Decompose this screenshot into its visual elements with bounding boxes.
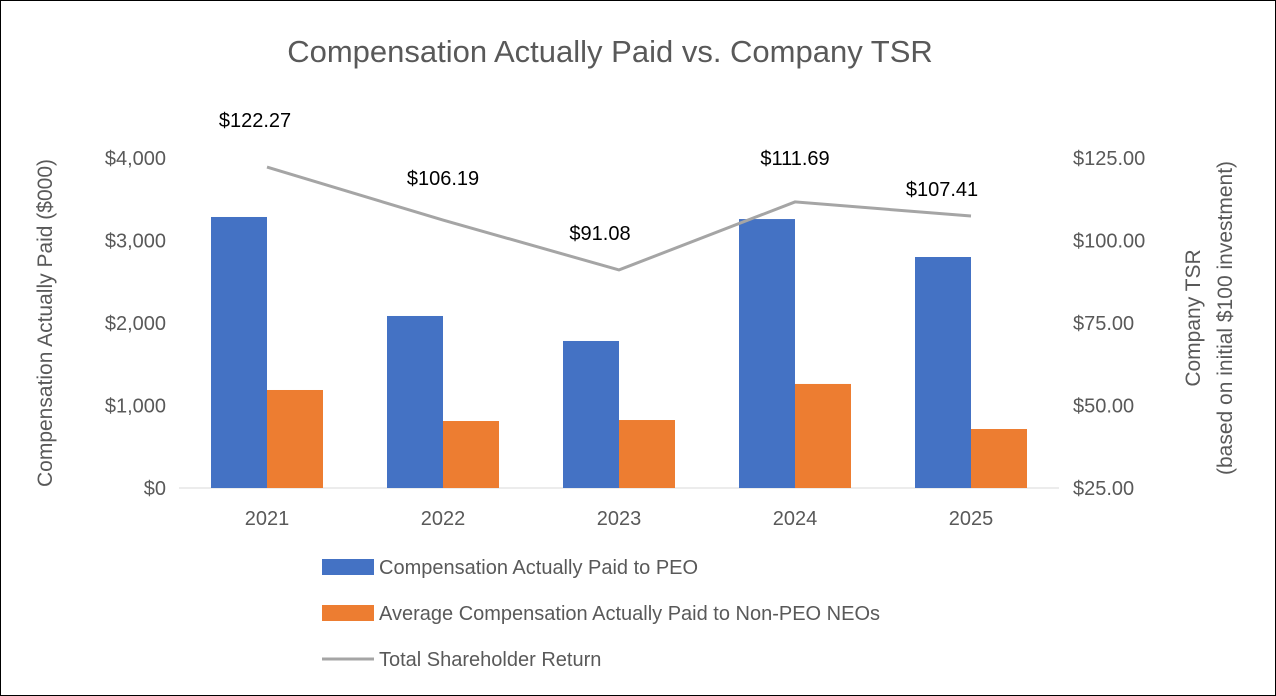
bar-peo-2025 (915, 257, 971, 488)
y2-axis-label-line1: Company TSR (1182, 249, 1205, 386)
x-tick-label: 2024 (773, 508, 818, 530)
bar-non-peo-neo-2022 (443, 421, 499, 488)
tsr-data-label: $107.41 (906, 179, 978, 201)
tsr-data-label: $111.69 (760, 148, 829, 170)
y2-tick-label: $25.00 (1073, 478, 1134, 500)
chart-title: Compensation Actually Paid vs. Company T… (287, 34, 933, 69)
y2-tick-label: $125.00 (1073, 148, 1145, 170)
tsr-data-label: $106.19 (407, 168, 479, 190)
y-tick-label: $4,000 (105, 148, 166, 170)
legend-label: Compensation Actually Paid to PEO (379, 557, 698, 579)
y2-tick-label: $100.00 (1073, 231, 1145, 253)
bar-non-peo-neo-2023 (619, 420, 675, 488)
y2-tick-label: $75.00 (1073, 313, 1134, 335)
x-tick-label: 2021 (245, 508, 290, 530)
y2-tick-label: $50.00 (1073, 396, 1134, 418)
legend-swatch (322, 559, 374, 575)
y2-axis-label-line2: (based on initial $100 investment) (1214, 161, 1237, 475)
x-tick-label: 2025 (949, 508, 994, 530)
y-axis-label: Compensation Actually Paid ($000) (34, 159, 57, 487)
bar-peo-2022 (387, 315, 443, 488)
tsr-line (266, 165, 972, 272)
y-tick-label: $1,000 (105, 396, 166, 418)
bar-peo-2021 (211, 216, 267, 489)
x-tick-label: 2023 (597, 508, 642, 530)
tsr-data-label: $91.08 (569, 223, 630, 245)
legend-swatch (322, 605, 374, 621)
y-tick-label: $2,000 (105, 313, 166, 335)
legend-label: Total Shareholder Return (379, 649, 601, 671)
y-tick-label: $3,000 (105, 231, 166, 253)
bar-non-peo-neo-2025 (971, 429, 1027, 488)
y-tick-label: $0 (144, 478, 166, 500)
bar-peo-2023 (563, 340, 619, 488)
bar-non-peo-neo-2021 (267, 389, 323, 488)
bar-non-peo-neo-2024 (795, 383, 851, 488)
tsr-data-label: $122.27 (219, 110, 291, 132)
bar-peo-2024 (739, 219, 795, 489)
legend-label: Average Compensation Actually Paid to No… (379, 603, 880, 625)
x-tick-label: 2022 (421, 508, 466, 530)
